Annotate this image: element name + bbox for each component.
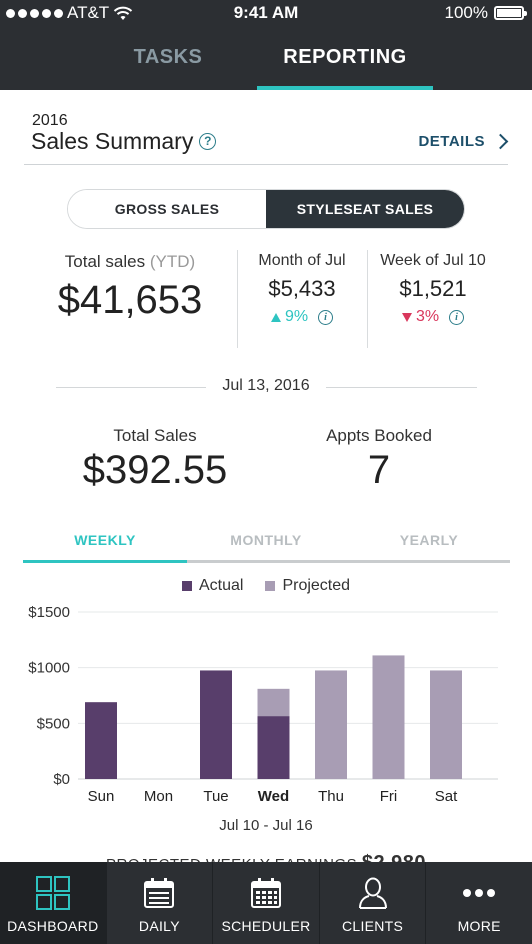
tab-reporting[interactable]: REPORTING — [283, 46, 407, 68]
x-tick-label: Sun — [88, 788, 115, 805]
battery-percent: 100% — [444, 3, 488, 22]
styleseat-sales-option[interactable]: STYLESEAT SALES — [266, 190, 464, 228]
chevron-right-icon — [492, 133, 509, 150]
ytd-suffix: (YTD) — [149, 252, 196, 271]
daily-total-sales-value: $392.55 — [82, 448, 228, 492]
x-tick-label: Mon — [144, 788, 173, 805]
tab-weekly[interactable]: WEEKLY — [74, 532, 136, 548]
page-title: Sales Summary ? — [31, 128, 217, 155]
total-sales-label-text: Total sales — [64, 252, 146, 271]
calendar-day-icon — [144, 878, 175, 908]
x-tick-label: Wed — [258, 788, 289, 805]
month-change-value: 9% — [284, 308, 309, 325]
period-tab-active-indicator — [23, 560, 187, 563]
legend-swatch-projected — [265, 581, 276, 591]
nav-dashboard[interactable]: DASHBOARD — [0, 862, 107, 944]
nav-dashboard-label: DASHBOARD — [7, 918, 99, 934]
divider — [326, 387, 477, 388]
x-tick-label: Fri — [380, 788, 398, 805]
y-tick-label: $500 — [37, 715, 70, 732]
period-tab-track — [23, 560, 510, 563]
bar-projected-fri — [372, 655, 405, 779]
x-tick-label: Thu — [318, 788, 344, 805]
weekly-sales-chart: $0 $500 $1000 $1500 Sun Mon Tue Wed Thu Fri Sat — [28, 604, 498, 805]
week-value: $1,521 — [399, 276, 467, 301]
summary-year: 2016 — [32, 112, 68, 129]
nav-daily-label: DAILY — [138, 918, 180, 934]
status-time: 9:41 AM — [233, 3, 299, 22]
y-tick-label: $1000 — [28, 660, 70, 677]
triangle-up-icon — [270, 312, 281, 322]
signal-strength-icon — [6, 8, 63, 18]
carrier-name: AT&T — [67, 3, 110, 22]
week-stat: Week of Jul 10 $1,521 3% i — [369, 252, 497, 326]
nav-scheduler[interactable]: SCHEDULER — [213, 862, 320, 944]
bottom-nav: DASHBOARD DAILY — [0, 862, 532, 944]
bar-projected-wed — [257, 688, 290, 717]
details-link[interactable]: DETAILS — [418, 133, 509, 150]
month-stat: Month of Jul $5,433 9% i — [238, 252, 366, 326]
tab-monthly[interactable]: MONTHLY — [230, 532, 302, 548]
bar-actual-sun — [85, 702, 117, 779]
bar-actual-tue — [200, 670, 232, 779]
x-tick-label: Sat — [435, 788, 458, 805]
bar-projected-sat — [430, 670, 462, 779]
dashboard-grid-icon — [35, 876, 70, 910]
divider — [24, 164, 508, 165]
legend-swatch-actual — [181, 581, 192, 591]
month-value: $5,433 — [268, 276, 336, 301]
bar-actual-wed — [257, 716, 290, 779]
total-sales-label: Total sales (YTD) — [44, 252, 216, 272]
daily-total-sales-label: Total Sales — [113, 426, 197, 445]
info-icon[interactable]: i — [318, 309, 334, 325]
y-tick-label: $0 — [53, 771, 70, 788]
gross-sales-option[interactable]: GROSS SALES — [68, 190, 266, 228]
tab-active-indicator — [257, 86, 433, 90]
divider — [56, 387, 206, 388]
tab-yearly[interactable]: YEARLY — [399, 532, 459, 548]
nav-daily[interactable]: DAILY — [107, 862, 214, 944]
info-icon[interactable]: i — [449, 309, 465, 325]
nav-clients-label: CLIENTS — [341, 918, 404, 934]
selected-date: Jul 13, 2016 — [222, 377, 310, 394]
column-divider — [367, 250, 368, 348]
appts-booked-value: 7 — [367, 448, 391, 492]
week-label: Week of Jul 10 — [380, 252, 486, 269]
week-change-value: 3% — [415, 308, 440, 325]
nav-more-label: MORE — [457, 918, 501, 934]
top-tab-bar: TASKS REPORTING — [0, 26, 532, 90]
y-tick-label: $1500 — [28, 604, 70, 621]
tab-tasks[interactable]: TASKS — [133, 46, 203, 68]
wifi-icon — [114, 6, 133, 20]
month-change: 9% i — [238, 308, 366, 326]
legend-item-actual: Actual — [181, 577, 244, 595]
chart-legend: Actual Projected — [0, 577, 532, 595]
chart-x-label: Jul 10 - Jul 16 — [219, 817, 313, 834]
legend-item-projected: Projected — [265, 577, 350, 595]
legend-label-projected: Projected — [282, 577, 351, 594]
total-sales-value: $41,653 — [57, 278, 203, 322]
help-icon[interactable]: ? — [199, 133, 217, 150]
month-label: Month of Jul — [258, 252, 346, 269]
bar-projected-thu — [315, 670, 347, 779]
nav-more[interactable]: MORE — [426, 862, 532, 944]
summary-title-text: Sales Summary — [31, 128, 194, 154]
appts-booked-label: Appts Booked — [326, 426, 432, 445]
calendar-grid-icon — [250, 878, 281, 908]
sales-type-toggle: GROSS SALES STYLESEAT SALES — [67, 189, 465, 229]
battery-icon — [494, 6, 527, 20]
triangle-down-icon — [401, 312, 412, 322]
column-divider — [237, 250, 238, 348]
legend-label-actual: Actual — [198, 577, 244, 594]
nav-scheduler-label: SCHEDULER — [221, 918, 311, 934]
status-bar: AT&T 9:41 AM 100% — [0, 0, 532, 26]
x-tick-label: Tue — [203, 788, 228, 805]
week-change: 3% i — [369, 308, 497, 326]
more-dots-icon — [463, 889, 496, 897]
person-icon — [358, 877, 387, 909]
details-label: DETAILS — [418, 133, 485, 150]
nav-clients[interactable]: CLIENTS — [320, 862, 427, 944]
